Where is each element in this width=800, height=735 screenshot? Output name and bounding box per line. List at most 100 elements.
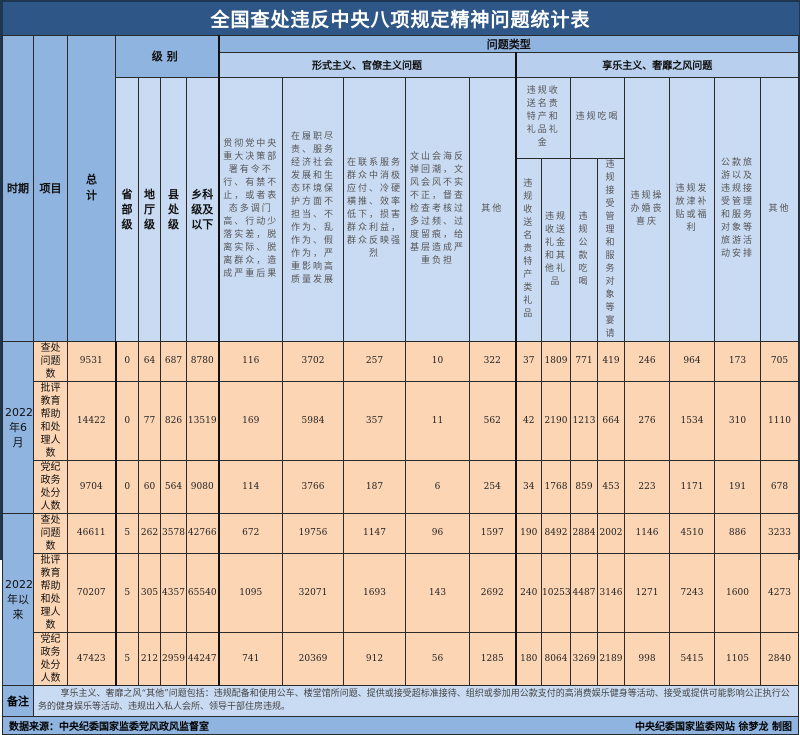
- value-cell: 678: [759, 459, 800, 514]
- value-cell: 173: [714, 340, 761, 382]
- value-cell: 3578: [160, 512, 187, 554]
- header-gift-group: 违规收送名贵特产和礼品礼金: [514, 76, 571, 159]
- value-cell: 4273: [759, 552, 800, 633]
- value-cell: 70207: [67, 552, 116, 633]
- value-cell: 212: [138, 631, 161, 686]
- header-level-provincial: 省部级: [115, 76, 139, 342]
- value-cell: 687: [160, 340, 187, 382]
- value-cell: 2692: [469, 552, 516, 633]
- value-cell: 5984: [282, 380, 344, 461]
- value-cell: 65540: [186, 552, 219, 633]
- value-cell: 44247: [186, 631, 219, 686]
- value-cell: 1600: [714, 552, 761, 633]
- value-cell: 322: [469, 340, 516, 382]
- value-cell: 1095: [217, 552, 283, 633]
- value-cell: 191: [714, 459, 761, 514]
- value-cell: 964: [669, 340, 715, 382]
- value-cell: 453: [597, 459, 625, 514]
- value-cell: 190: [514, 512, 542, 554]
- value-cell: 1146: [624, 512, 670, 554]
- value-cell: 5: [114, 512, 139, 554]
- item-cell: 批评教育帮助和处理人数: [33, 380, 68, 461]
- header-period: 时期: [2, 34, 34, 342]
- value-cell: 305: [138, 552, 161, 633]
- header-total: 总计: [67, 34, 116, 342]
- value-cell: 1110: [759, 380, 800, 461]
- value-cell: 1213: [570, 380, 598, 461]
- value-cell: 9704: [67, 459, 116, 514]
- item-cell: 查处问题数: [33, 340, 68, 382]
- value-cell: 5: [114, 631, 139, 686]
- value-cell: 2840: [759, 631, 800, 686]
- value-cell: 1809: [541, 340, 571, 382]
- value-cell: 240: [514, 552, 542, 633]
- header-level-township: 乡科级及以下: [186, 76, 219, 342]
- value-cell: 262: [138, 512, 161, 554]
- value-cell: 886: [714, 512, 761, 554]
- value-cell: 3269: [570, 631, 598, 686]
- footer-bar: 数据来源：中央纪委国家监委党风政风监督室 中央纪委国家监委网站 徐梦龙 制图: [1, 715, 800, 735]
- value-cell: 3766: [282, 459, 344, 514]
- header-hedonism: 享乐主义、奢靡之风问题: [514, 51, 800, 78]
- value-cell: 143: [405, 552, 470, 633]
- period-cell: 2022年6月: [2, 340, 34, 514]
- value-cell: 114: [217, 459, 283, 514]
- value-cell: 0: [114, 340, 139, 382]
- value-cell: 20369: [282, 631, 344, 686]
- value-cell: 1768: [541, 459, 571, 514]
- value-cell: 257: [343, 340, 406, 382]
- value-cell: 1271: [624, 552, 670, 633]
- value-cell: 5: [114, 552, 139, 633]
- period-cell: 2022年以来: [2, 512, 34, 686]
- value-cell: 8492: [541, 512, 571, 554]
- value-cell: 19756: [282, 512, 344, 554]
- value-cell: 169: [217, 380, 283, 461]
- value-cell: 116: [217, 340, 283, 382]
- value-cell: 10253: [541, 552, 571, 633]
- value-cell: 42: [514, 380, 542, 461]
- value-cell: 77: [138, 380, 161, 461]
- value-cell: 8064: [541, 631, 571, 686]
- note-text: 享乐主义、奢靡之风“其他”问题包括：违规配备和使用公车、楼堂馆所问题、提供或接受…: [32, 684, 800, 717]
- header-dining-sub: 违规接受管理和服务对象等宴请: [597, 157, 625, 342]
- header-formalism-col: 在联系服务群众中消极应付、冷硬横推、效率低下，损害群众利益，群众反映强烈: [343, 76, 406, 342]
- value-cell: 180: [514, 631, 542, 686]
- header-level-prefecture: 地厅级: [138, 76, 161, 342]
- value-cell: 254: [469, 459, 516, 514]
- value-cell: 47423: [67, 631, 116, 686]
- table-row: 2022年以来 查处问题数 46611 5 262 3578 42766 672 19756 11…: [2, 512, 800, 686]
- value-cell: 562: [469, 380, 516, 461]
- value-cell: 13519: [186, 380, 219, 461]
- data-source: 数据来源：中央纪委国家监委党风政风监督室: [9, 721, 209, 733]
- table-title: 全国查处违反中央八项规定精神问题统计表: [2, 2, 799, 35]
- item-cell: 批评教育帮助和处理人数: [33, 552, 68, 633]
- value-cell: 4357: [160, 552, 187, 633]
- header-hedonism-other: 其他: [759, 76, 800, 342]
- value-cell: 2959: [160, 631, 187, 686]
- value-cell: 60: [138, 459, 161, 514]
- value-cell: 2189: [597, 631, 625, 686]
- value-cell: 2884: [570, 512, 598, 554]
- value-cell: 246: [624, 340, 670, 382]
- header-hedonism-col: 违规操办婚丧喜庆: [624, 76, 670, 342]
- value-cell: 0: [114, 459, 139, 514]
- value-cell: 42766: [186, 512, 219, 554]
- header-hedonism-col: 违规发放津补贴或福利: [669, 76, 715, 342]
- value-cell: 9531: [67, 340, 116, 382]
- header-hedonism-col: 公款旅游以及违规接受管理和服务对象等旅游活动安排: [714, 76, 761, 342]
- header-formalism-col: 贯彻党中央重大决策部署有令不行、有禁不止，或者表态多调门高、行动少落实差，脱离实…: [217, 76, 283, 342]
- value-cell: 564: [160, 459, 187, 514]
- value-cell: 1597: [469, 512, 516, 554]
- value-cell: 998: [624, 631, 670, 686]
- item-cell: 党纪政务处分人数: [33, 459, 68, 514]
- value-cell: 64: [138, 340, 161, 382]
- value-cell: 310: [714, 380, 761, 461]
- value-cell: 0: [114, 380, 139, 461]
- value-cell: 187: [343, 459, 406, 514]
- header-formalism: 形式主义、官僚主义问题: [217, 51, 516, 78]
- header-formalism-col: 在履职尽责、服务经济社会发展和生态环境保护方面不担当、不作为、乱作为、假作为，严…: [282, 76, 344, 342]
- value-cell: 419: [597, 340, 625, 382]
- value-cell: 96: [405, 512, 470, 554]
- table-row: 2022年6月 查处问题数 9531 0 64 687 8780 116 3702 257 10 32…: [2, 340, 800, 514]
- value-cell: 672: [217, 512, 283, 554]
